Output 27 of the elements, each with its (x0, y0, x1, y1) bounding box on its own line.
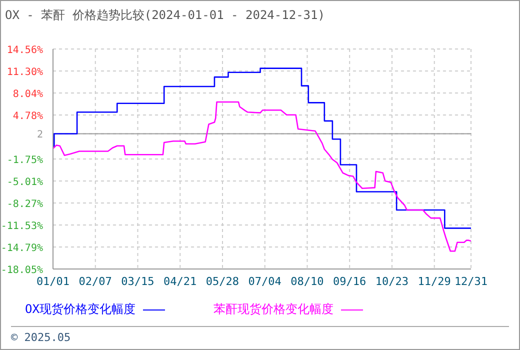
x-tick-label: 07/04 (248, 274, 282, 288)
x-tick-label: 10/23 (375, 274, 409, 288)
chart-title: OX - 苯酐 价格趋势比较(2024-01-01 - 2024-12-31) (5, 7, 325, 24)
x-tick-label: 01/01 (36, 274, 70, 288)
x-tick-label: 04/21 (164, 274, 197, 288)
text: © 2025.05 (11, 331, 71, 344)
legend-label: 苯酐现货价格变化幅度 (213, 301, 334, 318)
y-tick-label: 2 (36, 130, 43, 141)
x-tick-label: 12/31 (454, 274, 488, 288)
y-tick-label: -14.79% (0, 243, 43, 254)
y-tick-label: -11.53% (0, 221, 43, 232)
x-tick-label: 09/16 (333, 274, 366, 288)
x-tick-label: 03/15 (121, 274, 154, 288)
x-tick-label: 08/10 (290, 274, 324, 288)
x-tick-label: 11/29 (418, 274, 451, 288)
y-tick-label: 11.30% (6, 66, 43, 78)
legend-label: OX现货价格变化幅度 (25, 301, 136, 318)
y-tick-label: -5.01% (6, 177, 43, 188)
y-tick-label: 8.04% (12, 88, 43, 100)
y-tick-label: 4.78% (12, 110, 43, 122)
line-series (53, 101, 471, 252)
x-tick-label: 02/07 (78, 274, 112, 288)
y-tick-label: -8.27% (6, 199, 43, 210)
y-tick-label: -18.05% (0, 265, 43, 276)
x-tick-label: 05/28 (206, 274, 240, 288)
y-tick-label: 14.56% (6, 45, 43, 56)
y-tick-label: -1.75% (6, 155, 43, 166)
